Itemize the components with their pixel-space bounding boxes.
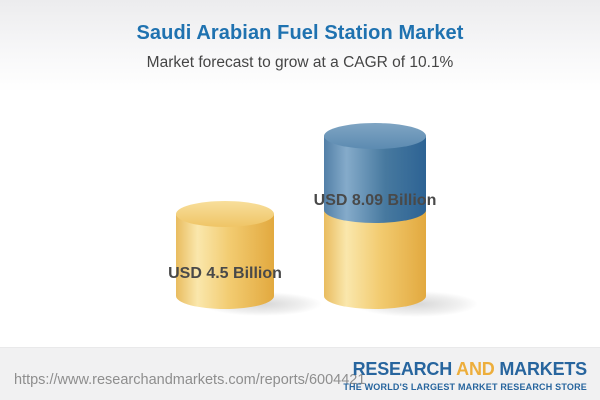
value-label-2029: USD 8.09 Billion xyxy=(313,192,437,209)
logo-word-research: RESEARCH xyxy=(352,359,453,379)
value-label-2023: USD 4.5 Billion xyxy=(168,265,282,282)
research-and-markets-logo: RESEARCH AND MARKETS THE WORLD'S LARGEST… xyxy=(343,359,587,392)
cylinder-2029-base-segment xyxy=(324,210,426,309)
cylinder-2029-growth-segment xyxy=(324,123,426,223)
report-url: https://www.researchandmarkets.com/repor… xyxy=(14,372,366,388)
footer-bar: https://www.researchandmarkets.com/repor… xyxy=(0,347,600,400)
chart-area: USD 4.5 Billion USD 8.09 Billion 2023 20… xyxy=(0,92,600,347)
header: Saudi Arabian Fuel Station Market Market… xyxy=(0,0,600,92)
logo-word-markets: MARKETS xyxy=(499,359,587,379)
chart-title: Saudi Arabian Fuel Station Market xyxy=(136,22,464,44)
logo-wordmark: RESEARCH AND MARKETS xyxy=(343,359,588,380)
cylinder-2029 xyxy=(324,123,426,309)
logo-tagline: THE WORLD'S LARGEST MARKET RESEARCH STOR… xyxy=(343,382,587,392)
cylinder-2023 xyxy=(176,201,274,309)
logo-word-and: AND xyxy=(456,359,495,379)
chart-subtitle: Market forecast to grow at a CAGR of 10.… xyxy=(146,54,454,71)
cylinder-bar-chart xyxy=(176,123,478,317)
